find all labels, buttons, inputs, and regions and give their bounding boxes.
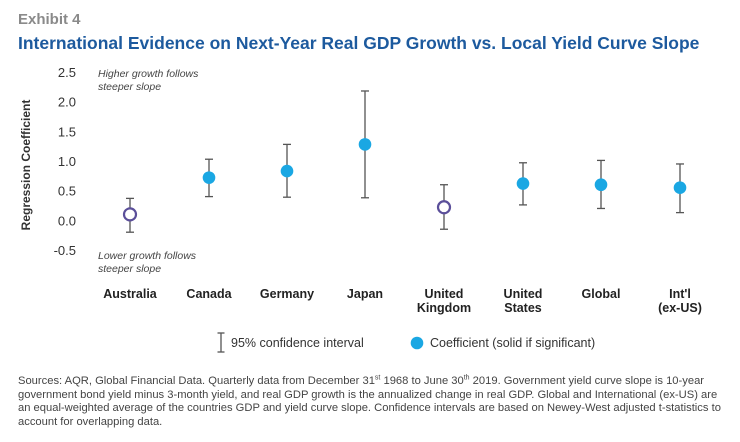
category-label: Germany (260, 287, 314, 301)
coefficient-point-significant (280, 164, 294, 178)
coefficient-point-significant (594, 178, 608, 192)
footnote-part-1: Sources: AQR, Global Financial Data. Qua… (18, 375, 375, 387)
footnote-sup-1: st (374, 374, 381, 382)
coefficient-point-insignificant (436, 200, 452, 215)
category-label: States (504, 301, 542, 315)
coefficient-point-insignificant (122, 207, 138, 222)
legend-ci-label: 95% confidence interval (231, 336, 364, 350)
category-label: Australia (103, 287, 158, 301)
category-label: United (425, 287, 464, 301)
y-tick-label: 0.5 (58, 184, 76, 199)
category-label: Canada (186, 287, 232, 301)
coefficient-point-significant (516, 177, 530, 190)
y-tick-label: 1.5 (58, 124, 76, 139)
footnote-part-3: 2019. Government yield curve slope is 10… (18, 375, 721, 428)
y-tick-label: 1.0 (58, 154, 76, 169)
regression-chart: Regression Coefficient 2.5 2.0 1.5 1.0 0.5 0.0… (19, 65, 702, 353)
y-tick-label: 0.0 (58, 213, 76, 228)
annotation-bottom-line-2: steeper slope (98, 263, 161, 275)
category-label: Japan (347, 287, 383, 301)
category-label: Int'l (669, 287, 691, 301)
annotation-top-line-2: steeper slope (98, 81, 161, 93)
chart-title: International Evidence on Next-Year Real… (18, 33, 700, 53)
legend-coefficient-label: Coefficient (solid if significant) (430, 336, 595, 350)
coefficient-point-significant (202, 171, 216, 184)
category-label: Global (582, 287, 621, 301)
y-tick-label: 2.5 (58, 65, 76, 80)
category-label: United (504, 287, 543, 301)
category-label: Kingdom (417, 301, 471, 315)
footnote: Sources: AQR, Global Financial Data. Qua… (18, 374, 724, 429)
footnote-sup-2: th (463, 374, 470, 382)
coefficient-point-significant (673, 181, 687, 194)
y-tick-label: 2.0 (58, 95, 76, 110)
coefficient-point-significant (358, 138, 372, 151)
exhibit-label: Exhibit 4 (18, 11, 81, 28)
footnote-part-2: 1968 to June 30 (380, 375, 464, 387)
category-label: (ex-US) (658, 301, 702, 315)
annotation-top-line-1: Higher growth follows (98, 68, 199, 80)
legend-coefficient-icon (410, 336, 424, 350)
annotation-bottom-line-1: Lower growth follows (98, 250, 197, 262)
y-tick-label: -0.5 (54, 243, 76, 258)
y-axis-label: Regression Coefficient (19, 100, 33, 231)
